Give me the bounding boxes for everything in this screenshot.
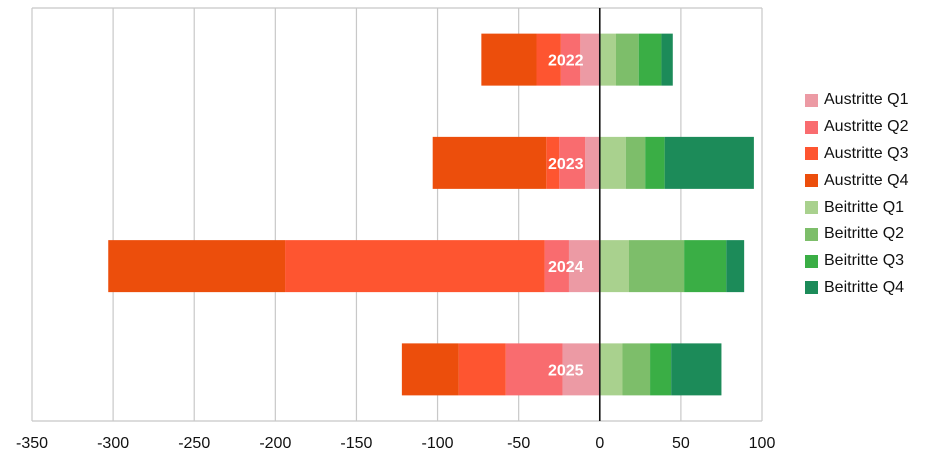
legend-label: Austritte Q4 (824, 171, 909, 189)
x-tick-label: 100 (749, 435, 776, 452)
year-label: 2023 (548, 156, 584, 173)
bar-segment (726, 240, 745, 293)
legend-label: Austritte Q2 (824, 118, 909, 136)
legend-swatch (805, 174, 818, 188)
bar-segment (661, 33, 673, 86)
bar-segment (684, 240, 727, 293)
x-axis-ticks: -350 -300 -250 -200 -150 -100 -50 0 50 100 (16, 435, 775, 452)
legend: Austritte Q1 Austritte Q2 Austritte Q3 Aust… (805, 87, 908, 301)
bar-segment (625, 136, 646, 189)
year-label: 2025 (548, 362, 584, 379)
bar-segment (650, 343, 672, 396)
legend-swatch (805, 147, 818, 161)
bar-segment (599, 33, 616, 86)
bar-segment (622, 343, 651, 396)
bar-segment (546, 136, 560, 189)
bar-segment (580, 33, 600, 86)
legend-label: Austritte Q3 (824, 144, 909, 162)
legend-swatch (805, 120, 818, 134)
bar-segment (285, 240, 545, 293)
x-tick-label: -200 (259, 435, 291, 452)
legend-item: Beitritte Q1 (805, 194, 908, 221)
year-labels: 2022 2023 2024 2025 (548, 53, 584, 380)
bar-segment (432, 136, 547, 189)
legend-item: Beitritte Q4 (805, 275, 908, 302)
bar-segment (544, 240, 569, 293)
bar-segment (671, 343, 722, 396)
bar-segment (664, 136, 754, 189)
year-label: 2022 (548, 53, 584, 70)
bars (108, 33, 754, 396)
legend-item: Austritte Q4 (805, 167, 908, 194)
year-label: 2024 (548, 259, 584, 276)
x-tick-label: -150 (340, 435, 372, 452)
x-tick-label: -250 (178, 435, 210, 452)
bar-segment (585, 136, 600, 189)
legend-item: Austritte Q1 (805, 87, 908, 114)
bar-segment (616, 33, 639, 86)
legend-swatch (805, 281, 818, 295)
bar-segment (599, 136, 626, 189)
x-tick-label: -300 (97, 435, 129, 452)
x-tick-label: -100 (422, 435, 454, 452)
legend-swatch (805, 254, 818, 268)
bar-segment (108, 240, 286, 293)
x-tick-label: 0 (595, 435, 604, 452)
x-tick-label: 50 (672, 435, 690, 452)
bar-segment (599, 240, 629, 293)
bar-segment (401, 343, 459, 396)
x-tick-label: -50 (507, 435, 530, 452)
legend-label: Beitritte Q2 (824, 225, 905, 243)
legend-swatch (805, 227, 818, 241)
legend-item: Austritte Q2 (805, 114, 908, 141)
legend-label: Beitritte Q1 (824, 198, 905, 216)
bar-segment (628, 240, 685, 293)
bar-segment (568, 240, 600, 293)
bar-segment (458, 343, 506, 396)
bar-segment (536, 33, 561, 86)
legend-swatch (805, 93, 818, 107)
legend-item: Beitritte Q2 (805, 221, 908, 248)
x-tick-label: -350 (16, 435, 48, 452)
legend-label: Austritte Q1 (824, 91, 909, 109)
legend-label: Beitritte Q3 (824, 252, 905, 270)
legend-item: Austritte Q3 (805, 141, 908, 168)
bar-segment (562, 343, 600, 396)
bar-segment (645, 136, 665, 189)
legend-label: Beitritte Q4 (824, 278, 905, 296)
legend-item: Beitritte Q3 (805, 248, 908, 275)
bar-segment (559, 136, 586, 189)
legend-swatch (805, 201, 818, 215)
bar-segment (560, 33, 581, 86)
bar-segment (638, 33, 662, 86)
bar-segment (599, 343, 623, 396)
bar-segment (505, 343, 563, 396)
bar-segment (481, 33, 537, 86)
gridlines (31, 7, 763, 422)
